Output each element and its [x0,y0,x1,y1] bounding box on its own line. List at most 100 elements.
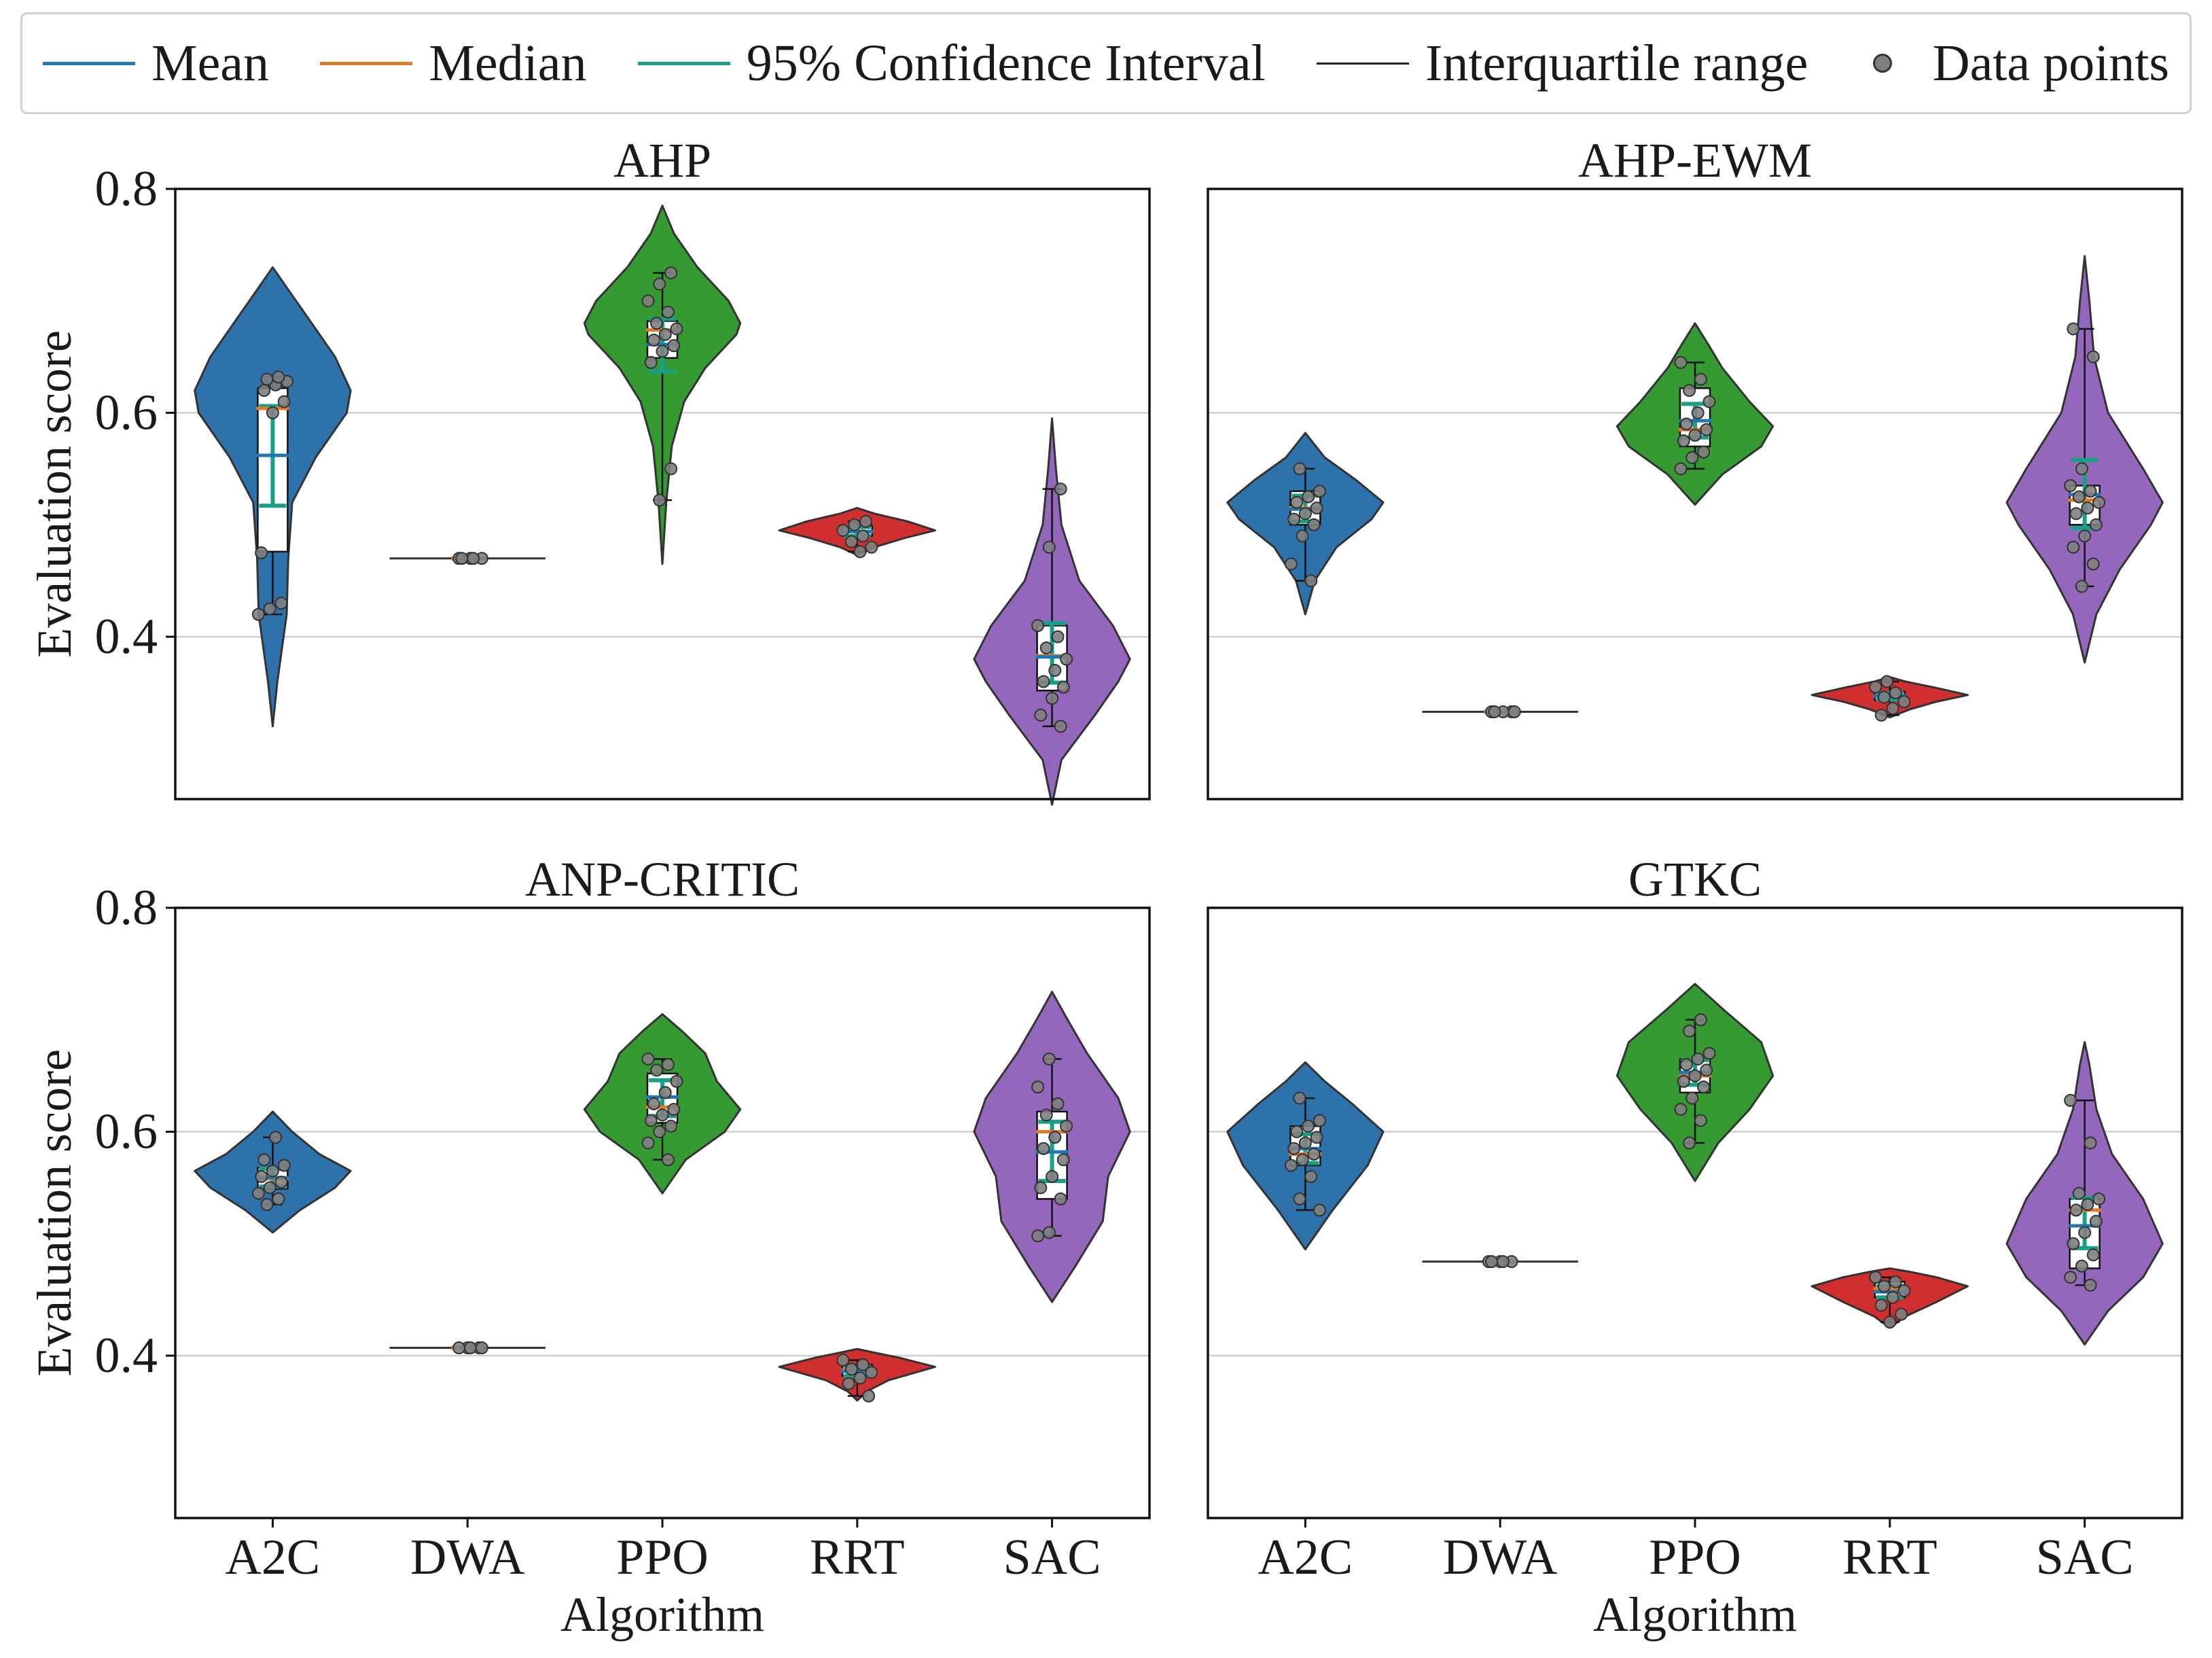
data-point [653,1125,666,1139]
data-point [1694,1013,1707,1027]
data-point [1056,680,1070,694]
x-tick-label: RRT [810,1530,904,1585]
data-point [2075,580,2088,593]
data-point [1877,1280,1891,1293]
data-point [2081,501,2094,515]
data-point [856,1358,870,1371]
y-axis-label: Evaluation score [27,1049,82,1377]
data-point [1683,384,1696,398]
y-tick-label: 0.6 [95,1104,158,1160]
data-point [1697,1080,1711,1094]
legend-item-points: Data points [1859,34,2169,93]
violin-a2c [194,1110,352,1234]
data-point [1034,1181,1048,1195]
legend-median-label: Median [429,34,587,92]
data-point [1674,355,1688,369]
data-point [2064,1271,2077,1284]
data-point [1691,406,1705,420]
data-point [1296,1153,1309,1167]
data-point [856,529,870,543]
data-point [2092,1192,2106,1205]
data-point [263,602,276,616]
violin-dwa [1422,1255,1578,1269]
data-point [647,1097,660,1110]
data-point [641,1136,655,1150]
data-point [664,1119,678,1133]
data-point [1313,1203,1326,1217]
data-point [1485,1255,1499,1269]
data-point [844,1362,858,1376]
violin-sac [973,991,1131,1303]
data-point [1046,1169,1059,1183]
data-point [257,384,271,398]
data-point [1679,417,1693,431]
data-point [1042,1052,1056,1065]
violin-a2c [1226,1061,1385,1251]
x-axis-label: Algorithm [560,1587,764,1642]
legend: Mean Median 95% Confidence Interval Inte… [20,12,2192,114]
data-point [1054,482,1067,496]
data-point [2089,518,2103,531]
data-point [1039,1108,1053,1122]
violin-dwa [389,1341,546,1355]
data-point [1691,1052,1705,1065]
data-point [1054,1192,1067,1205]
data-point [266,1164,279,1178]
panel-ahp-ewm: AHP-EWM [1207,133,2183,800]
violin-rrt [1810,675,1969,722]
data-point [455,552,469,565]
data-point [1889,686,1902,699]
data-point [251,1186,265,1200]
data-point [1897,1284,1911,1298]
x-tick-label: DWA [410,1530,525,1585]
data-point [1702,395,1716,408]
data-point [653,493,666,507]
data-point [266,406,279,420]
data-point [463,1341,477,1355]
x-tick-label: PPO [616,1530,709,1585]
data-point [277,395,291,408]
data-point [862,1389,876,1403]
data-point [2072,490,2086,504]
data-point [1496,1255,1510,1269]
data-point [1886,702,1899,716]
legend-item-iqr: Interquartile range [1317,34,1808,93]
data-point [1034,708,1048,722]
data-point [844,535,858,548]
data-point [2067,540,2080,554]
data-point [1683,1024,1696,1038]
data-point [260,1198,274,1212]
y-tick-label: 0.4 [95,1328,158,1383]
data-point [1869,680,1883,694]
data-point [1287,1142,1301,1155]
data-point [1037,675,1050,688]
data-point [1284,557,1298,571]
data-point [658,328,672,341]
data-point [2067,1237,2080,1250]
data-point [1307,1147,1321,1161]
data-point [865,540,878,554]
data-point [1290,1125,1304,1139]
legend-iqr-swatch [1317,62,1410,65]
x-tick-label: RRT [1842,1530,1937,1585]
data-point [661,1153,675,1167]
data-point [1310,1131,1323,1144]
data-point [664,462,678,476]
data-point [1307,518,1321,531]
data-point [2084,1136,2097,1150]
violin-ppo [583,1013,742,1195]
x-tick-label: A2C [225,1530,320,1585]
data-point [1056,1153,1070,1167]
data-point [272,1192,285,1205]
legend-median-swatch [320,61,413,65]
data-point [1287,512,1301,526]
data-point [836,524,850,537]
data-point [661,305,675,319]
data-point [1031,1229,1045,1243]
data-point [1302,490,1315,504]
data-point [2067,322,2080,336]
data-point [1677,434,1690,448]
x-tick-label: SAC [2036,1530,2134,1585]
data-point [1697,445,1711,459]
